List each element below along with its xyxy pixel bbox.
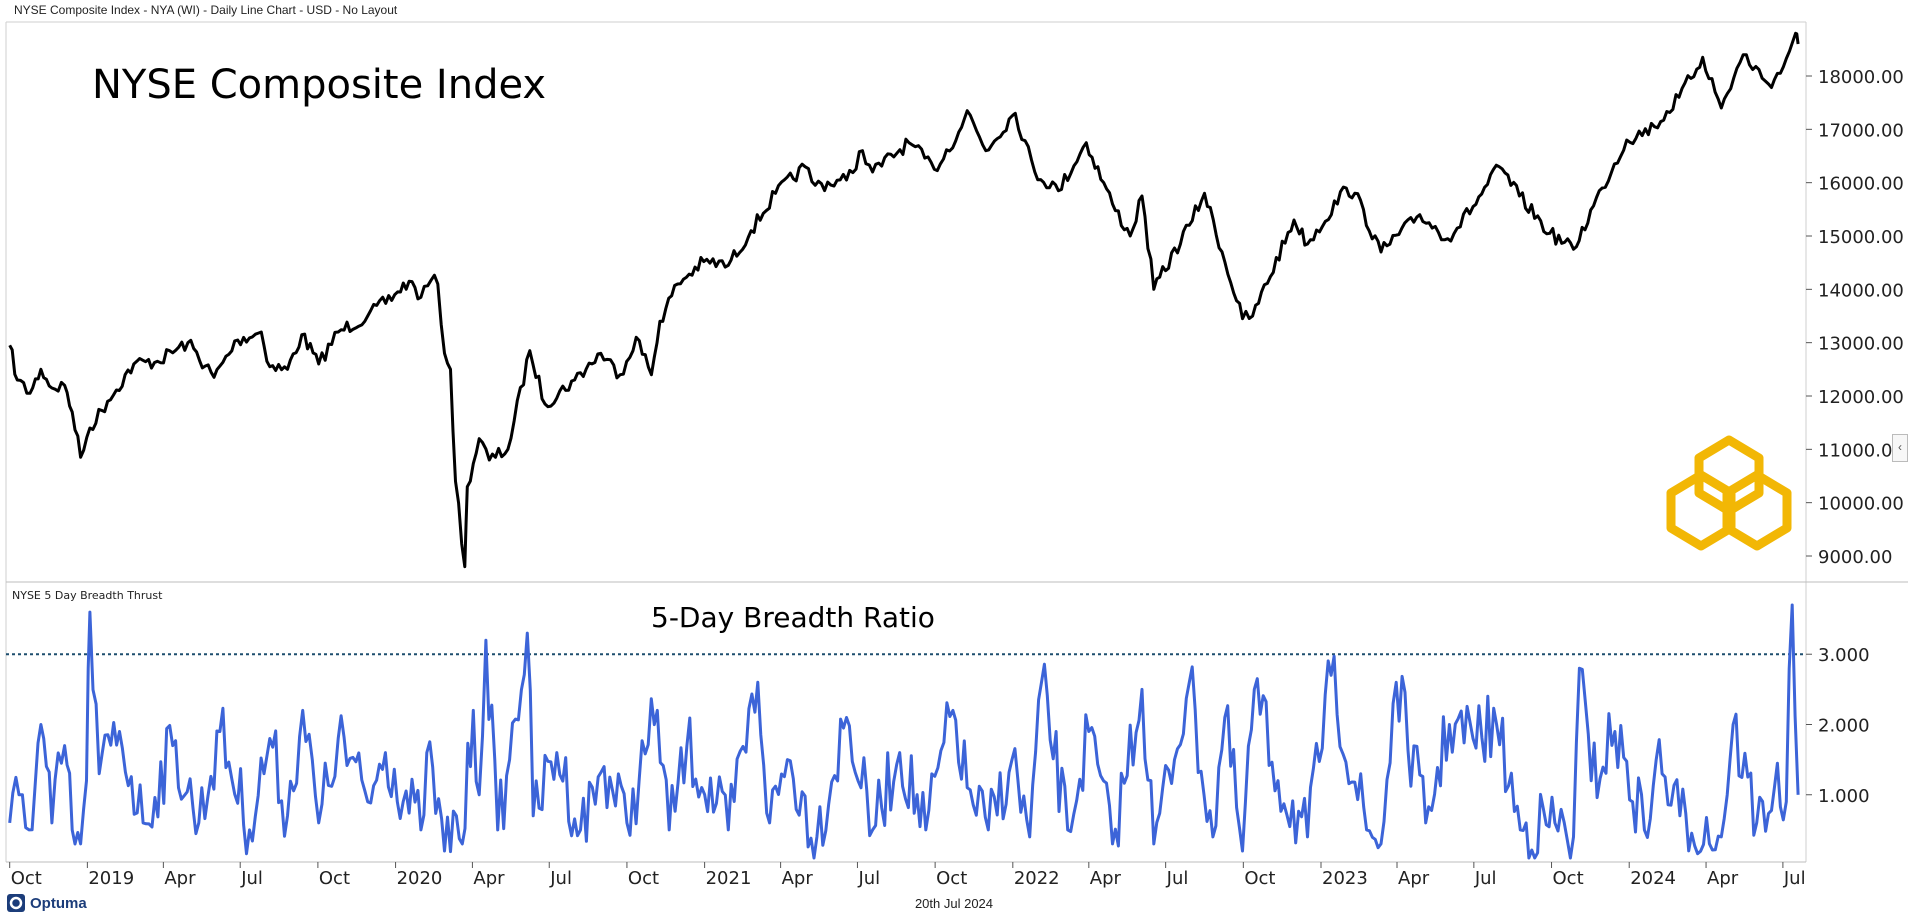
- x-tick-label: 2021: [706, 868, 752, 889]
- x-tick-label: Jul: [857, 868, 880, 889]
- x-tick-label: Jul: [240, 868, 263, 889]
- y-tick-label: 10000.00: [1818, 494, 1904, 515]
- x-axis: Oct 2019 Apr Jul Oct 2020 Apr Jul Oct 2021 Apr Jul O…: [9, 862, 1806, 889]
- x-tick-label: 2023: [1322, 868, 1368, 889]
- y-tick-label: 15000.00: [1818, 227, 1904, 248]
- y-tick-label: 18000.00: [1818, 67, 1904, 88]
- breadth-y-axis: 1.000 2.000 3.000: [1806, 645, 1870, 807]
- x-tick-label: Jul: [1783, 868, 1806, 889]
- y-tick-label: 11000.00: [1818, 440, 1904, 461]
- x-tick-label: Oct: [319, 868, 350, 889]
- x-tick-label: Apr: [164, 868, 196, 889]
- x-tick-label: Apr: [473, 868, 505, 889]
- price-y-axis: 9000.00 10000.00 11000.00 12000.00 13000.00 1…: [1806, 67, 1904, 568]
- y-tick-label: 12000.00: [1818, 387, 1904, 408]
- breadth-panel-label: NYSE 5 Day Breadth Thrust: [12, 589, 163, 602]
- x-tick-label: Apr: [1398, 868, 1430, 889]
- x-tick-label: 2019: [88, 868, 134, 889]
- y-tick-label: 2.000: [1818, 715, 1870, 736]
- footer-date: 20th Jul 2024: [914, 896, 994, 911]
- x-tick-label: Oct: [11, 868, 42, 889]
- x-tick-label: 2020: [397, 868, 443, 889]
- x-tick-label: 2024: [1630, 868, 1676, 889]
- x-tick-label: Oct: [1244, 868, 1275, 889]
- breadth-series-points: [9, 604, 1799, 852]
- y-tick-label: 9000.00: [1818, 547, 1892, 568]
- breadth-chart-title: 5-Day Breadth Ratio: [651, 601, 935, 634]
- x-tick-label: Apr: [782, 868, 814, 889]
- x-tick-label: Oct: [628, 868, 659, 889]
- chart-footer: Optuma 20th Jul 2024: [0, 888, 1908, 922]
- y-tick-label: 3.000: [1818, 645, 1870, 666]
- hexagon-logo-icon: [1666, 435, 1792, 551]
- y-tick-label: 17000.00: [1818, 120, 1904, 141]
- price-chart-title: NYSE Composite Index: [92, 62, 546, 108]
- y-tick-label: 1.000: [1818, 786, 1870, 807]
- x-tick-label: Apr: [1707, 868, 1739, 889]
- chart-header-title: NYSE Composite Index - NYA (WI) - Daily …: [14, 3, 398, 17]
- chevron-left-icon[interactable]: ‹: [1892, 434, 1908, 462]
- y-tick-label: 16000.00: [1818, 174, 1904, 195]
- x-tick-label: 2022: [1014, 868, 1060, 889]
- brand-name: Optuma: [30, 894, 87, 912]
- x-tick-label: Oct: [1553, 868, 1584, 889]
- y-tick-label: 13000.00: [1818, 334, 1904, 355]
- breadth-series-line: [8, 603, 1800, 860]
- y-tick-label: 14000.00: [1818, 280, 1904, 301]
- x-tick-label: Jul: [549, 868, 572, 889]
- x-tick-label: Jul: [1166, 868, 1189, 889]
- x-tick-label: Oct: [936, 868, 967, 889]
- price-series-points: [9, 33, 1799, 567]
- x-tick-label: Jul: [1474, 868, 1497, 889]
- optuma-logo-icon: [7, 894, 25, 912]
- price-series-line: [8, 31, 1800, 569]
- brand-logo: Optuma: [6, 893, 87, 913]
- x-tick-label: Apr: [1090, 868, 1122, 889]
